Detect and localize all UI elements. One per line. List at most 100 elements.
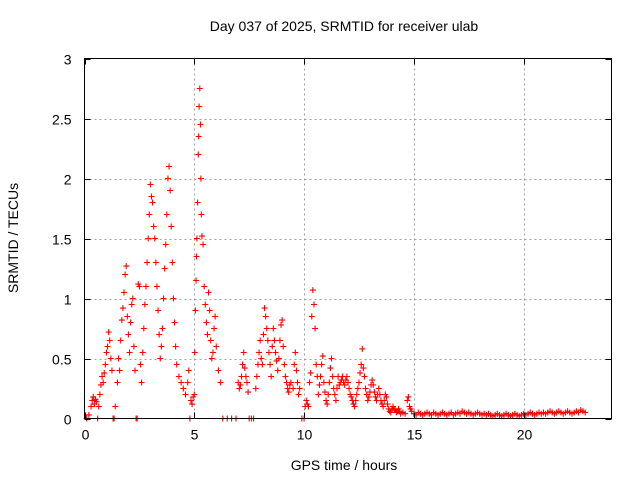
data-point: [375, 385, 382, 392]
data-point: [116, 367, 123, 374]
data-point: [263, 325, 270, 332]
y-axis-label: SRMTID / TECUs: [5, 183, 21, 293]
data-point: [329, 373, 336, 380]
data-point: [319, 353, 326, 360]
data-point: [264, 337, 271, 344]
data-point: [293, 367, 300, 374]
tick-labels: 0 5 10 15 20 0 0.5 1 1.5 2 2.5 3: [52, 52, 532, 443]
data-point: [243, 379, 250, 386]
data-point: [242, 373, 249, 380]
data-point: [187, 397, 194, 404]
data-point: [281, 361, 288, 368]
data-point: [205, 289, 212, 296]
data-point: [128, 301, 135, 308]
data-point: [88, 403, 95, 410]
data-point: [360, 365, 367, 372]
data-point: [287, 379, 294, 386]
data-point: [125, 331, 132, 338]
data-point: [274, 367, 281, 374]
data-point: [323, 397, 330, 404]
data-point: [195, 133, 202, 140]
data-point: [142, 283, 149, 290]
data-point: [194, 199, 201, 206]
data-point: [213, 343, 220, 350]
data-point: [343, 373, 350, 380]
data-point: [365, 393, 372, 400]
data-point: [148, 193, 155, 200]
data-point: [361, 373, 368, 380]
data-point: [147, 181, 154, 188]
data-point: [127, 319, 134, 326]
data-points: [83, 85, 589, 422]
x-tick-label: 10: [297, 427, 313, 443]
data-point: [307, 369, 314, 376]
data-point: [352, 397, 359, 404]
data-point: [279, 317, 286, 324]
data-point: [204, 331, 211, 338]
data-point: [178, 379, 185, 386]
data-point: [252, 385, 259, 392]
data-point: [104, 343, 111, 350]
data-point: [209, 349, 216, 356]
data-point: [149, 199, 156, 206]
data-point: [272, 349, 279, 356]
data-point: [295, 391, 302, 398]
data-point: [284, 385, 291, 392]
data-point: [262, 313, 269, 320]
y-tick-label: 3: [64, 52, 72, 68]
data-point: [362, 385, 369, 392]
data-point: [296, 385, 303, 392]
data-point: [122, 271, 129, 278]
data-point: [106, 337, 113, 344]
data-point: [168, 223, 175, 230]
x-axis-label: GPS time / hours: [291, 457, 398, 473]
data-point: [393, 409, 400, 416]
y-tick-label: 0.5: [52, 352, 72, 368]
data-point: [197, 121, 204, 128]
data-point: [189, 401, 196, 408]
data-point: [402, 410, 409, 417]
data-point: [191, 349, 198, 356]
data-point: [334, 385, 341, 392]
data-point: [198, 233, 205, 240]
data-point: [241, 365, 248, 372]
data-point: [261, 305, 268, 312]
data-point: [327, 365, 334, 372]
data-point: [193, 253, 200, 260]
data-point: [196, 103, 203, 110]
data-point: [167, 187, 174, 194]
data-point: [103, 349, 110, 356]
x-tick-label: 5: [191, 427, 199, 443]
data-point: [102, 361, 109, 368]
data-point: [324, 401, 331, 408]
data-point: [351, 403, 358, 410]
data-point: [265, 349, 272, 356]
x-tick-label: 15: [407, 427, 423, 443]
data-point: [123, 263, 130, 270]
data-point: [152, 259, 159, 266]
data-point: [292, 349, 299, 356]
data-point: [185, 367, 192, 374]
data-point: [192, 307, 199, 314]
data-point: [158, 343, 165, 350]
data-point: [269, 343, 276, 350]
data-point: [193, 235, 200, 242]
data-point: [376, 391, 383, 398]
data-point: [268, 373, 275, 380]
data-point: [101, 369, 108, 376]
data-point: [114, 379, 121, 386]
data-point: [346, 385, 353, 392]
data-point: [291, 361, 298, 368]
data-point: [245, 389, 252, 396]
data-point: [180, 385, 187, 392]
data-point: [282, 373, 289, 380]
data-point: [325, 391, 332, 398]
data-point: [162, 241, 169, 248]
data-point: [371, 389, 378, 396]
data-point: [405, 393, 412, 400]
data-point: [211, 325, 218, 332]
data-point: [237, 381, 244, 388]
data-point: [140, 325, 147, 332]
data-point: [258, 355, 265, 362]
y-tick-label: 2: [64, 172, 72, 188]
